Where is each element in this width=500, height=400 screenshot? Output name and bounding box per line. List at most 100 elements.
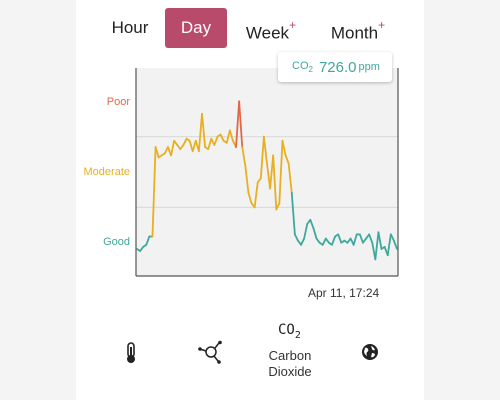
co2-line-segment (309, 218, 315, 230)
co2-line-segment (278, 139, 284, 205)
co2-line-segment (194, 139, 200, 153)
co2-line-segment (315, 237, 321, 244)
co2-line-segment (349, 237, 355, 246)
co2-line-segment (380, 245, 386, 250)
co2-line-segment (176, 144, 182, 151)
co2-line-segment (225, 129, 231, 144)
globe-icon[interactable] (361, 343, 379, 361)
co2-line-segment (297, 239, 302, 246)
co2-line-segment (188, 139, 194, 153)
co2-line-segment (269, 154, 275, 190)
co2-line-segment (247, 191, 253, 205)
co2-line-segment (170, 139, 176, 157)
co2-line-segment (139, 245, 145, 252)
co2-line-segment (151, 146, 157, 238)
tab-hour-label: Hour (111, 18, 149, 37)
co2-line-segment (306, 218, 312, 225)
co2-line-segment (163, 146, 169, 155)
tab-week[interactable]: Week+ (240, 8, 302, 48)
co2-line-segment (173, 139, 179, 146)
co2-line-segment (386, 233, 392, 257)
co2-line-segment (362, 237, 367, 244)
tab-week-label: Week (245, 23, 290, 43)
co2-line-segment (318, 241, 324, 246)
co2-line-segment (207, 137, 213, 151)
co2-nav-symbol-subscript: 2 (294, 329, 301, 341)
co2-line-segment (263, 135, 268, 165)
co2-line-segment (321, 237, 327, 246)
co2-line-segment (374, 231, 380, 261)
co2-line-segment (154, 146, 160, 159)
co2-line-segment (334, 233, 340, 238)
co2-line-segment (160, 152, 166, 157)
co2-line-segment (253, 181, 259, 209)
co2-line-segment (324, 237, 330, 244)
co2-line-segment (266, 162, 271, 190)
co2-line-segment (241, 146, 247, 167)
co2-symbol-subscript: 2 (308, 65, 313, 75)
co2-line-segment (281, 139, 287, 157)
co2-line-segment (219, 133, 225, 142)
molecule-icon[interactable] (198, 340, 224, 364)
co2-line-segment (303, 223, 309, 240)
premium-plus-badge: + (289, 18, 297, 32)
y-label-poor: Poor (106, 96, 130, 108)
co2-line-segment (312, 227, 318, 240)
co2-label-line1: Carbon (268, 348, 312, 363)
co2-line-segment (185, 137, 191, 142)
co2-line-segment (235, 100, 241, 148)
bottom-nav: CO2 Carbon Dioxide (76, 322, 424, 382)
co2-line-segment (256, 177, 262, 184)
co2-symbol: CO2 (292, 60, 313, 74)
co2-line-segment (210, 137, 216, 146)
co2-symbol-text: CO (292, 59, 309, 72)
co2-line-segment (198, 112, 203, 153)
co2-line-segment (179, 144, 185, 151)
tab-day-label: Day (180, 18, 212, 37)
co2-nav-symbol: CO2 (278, 322, 301, 341)
co2-line-segment (346, 237, 352, 244)
tab-month-label: Month (330, 23, 379, 43)
co2-line-segment (228, 129, 234, 142)
co2-line-segment (232, 139, 237, 148)
co2-line-segment (136, 248, 141, 252)
co2-line-segment (352, 233, 358, 246)
tab-day[interactable]: Day (165, 8, 227, 48)
co2-line-segment (272, 154, 278, 211)
co2-line-segment (145, 235, 151, 246)
co2-line-segment (284, 154, 290, 165)
co2-line-segment (343, 239, 349, 244)
co2-nav-symbol-text: CO (278, 322, 295, 338)
tab-month[interactable]: Month+ (324, 8, 392, 48)
carbon-dioxide-tab[interactable]: Carbon Dioxide (256, 348, 324, 380)
app-screen: Hour Day Week+ Month+ Poor Moderate Good… (76, 0, 424, 400)
reading-timestamp: Apr 11, 17:24 (308, 286, 380, 300)
co2-line-segment (368, 233, 374, 244)
co2-line-segment (328, 241, 333, 246)
co2-line-segment (290, 191, 296, 236)
co2-label-line2: Dioxide (268, 364, 312, 379)
co2-line-segment (358, 233, 364, 244)
thermometer-icon[interactable] (124, 342, 138, 364)
co2-line-segment (201, 112, 206, 148)
co2-line-segment (142, 243, 148, 248)
co2-line-segment (275, 202, 281, 211)
current-reading-card: CO2 726.0 ppm (278, 52, 392, 82)
co2-line-segment (331, 235, 336, 246)
y-label-moderate: Moderate (83, 166, 130, 178)
co2-line-segment (293, 233, 299, 242)
co2-line-segment (377, 231, 383, 250)
co2-line-segment (191, 139, 197, 153)
reading-unit: ppm (358, 61, 380, 73)
co2-line-segment (371, 241, 377, 261)
co2-line-segment (238, 100, 244, 148)
co2-line-segment (167, 146, 172, 157)
co2-line-segment (182, 137, 188, 146)
co2-line-segment (250, 202, 256, 209)
co2-line-segment (157, 154, 163, 159)
tab-hour[interactable]: Hour (102, 8, 158, 48)
co2-line-segment (340, 239, 346, 244)
time-range-tabs: Hour Day Week+ Month+ (76, 8, 424, 48)
co2-line-segment (389, 233, 395, 242)
co2-line-segment (337, 233, 343, 244)
